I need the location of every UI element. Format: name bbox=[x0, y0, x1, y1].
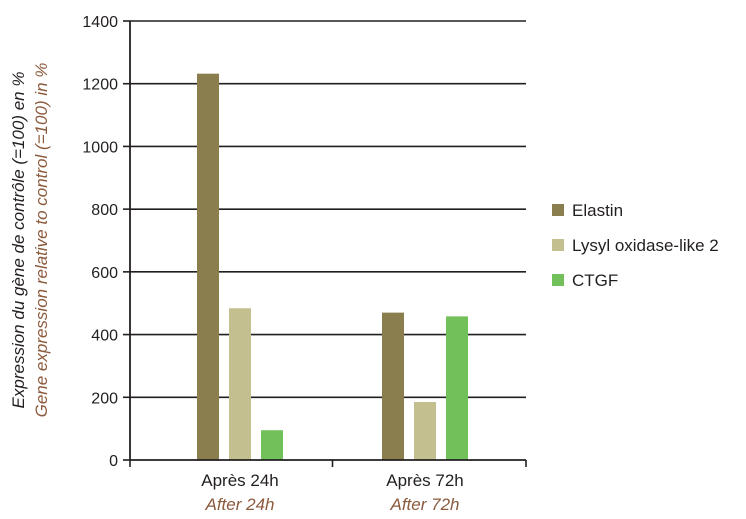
grid-lines bbox=[123, 20, 526, 461]
category-label-french: Après 72h bbox=[386, 471, 464, 490]
axes bbox=[129, 21, 527, 467]
legend-label: Elastin bbox=[572, 201, 623, 220]
legend-swatch bbox=[552, 239, 564, 251]
x-axis-category-labels: Après 24h After 24h Après 72h After 72h bbox=[201, 471, 464, 514]
category-label-english: After 24h bbox=[205, 495, 275, 514]
y-axis-label-english: Gene expression relative to control (=10… bbox=[32, 63, 51, 418]
legend-swatch bbox=[552, 274, 564, 286]
y-tick-label: 200 bbox=[91, 390, 118, 407]
bars bbox=[197, 73, 468, 461]
y-tick-label: 800 bbox=[91, 202, 118, 219]
y-axis-title: Expression du gène de contrôle (=100) en… bbox=[9, 63, 51, 418]
bar-lysyl-oxidase-like-2-1 bbox=[229, 308, 251, 460]
y-tick-label: 1000 bbox=[82, 139, 118, 156]
category-label-english: After 72h bbox=[390, 495, 460, 514]
y-tick-label: 0 bbox=[109, 453, 118, 470]
y-tick-label: 1400 bbox=[82, 14, 118, 31]
category-label-french: Après 24h bbox=[201, 471, 279, 490]
bar-ctgf-1 bbox=[261, 430, 283, 460]
bar-ctgf-2 bbox=[446, 316, 468, 460]
bar-elastin-1 bbox=[197, 73, 219, 461]
legend-swatch bbox=[552, 204, 564, 216]
y-axis-tick-labels: 0 200 400 600 800 1000 1200 1400 bbox=[82, 14, 118, 470]
y-tick-label: 1200 bbox=[82, 77, 118, 94]
legend: Elastin Lysyl oxidase-like 2 CTGF bbox=[552, 201, 719, 290]
y-axis-label-french: Expression du gène de contrôle (=100) en… bbox=[9, 72, 28, 409]
legend-label: CTGF bbox=[572, 271, 618, 290]
bar-lysyl-oxidase-like-2-2 bbox=[414, 401, 436, 460]
y-tick-label: 400 bbox=[91, 328, 118, 345]
bar-elastin-2 bbox=[382, 312, 404, 460]
y-tick-label: 600 bbox=[91, 265, 118, 282]
legend-label: Lysyl oxidase-like 2 bbox=[572, 236, 719, 255]
